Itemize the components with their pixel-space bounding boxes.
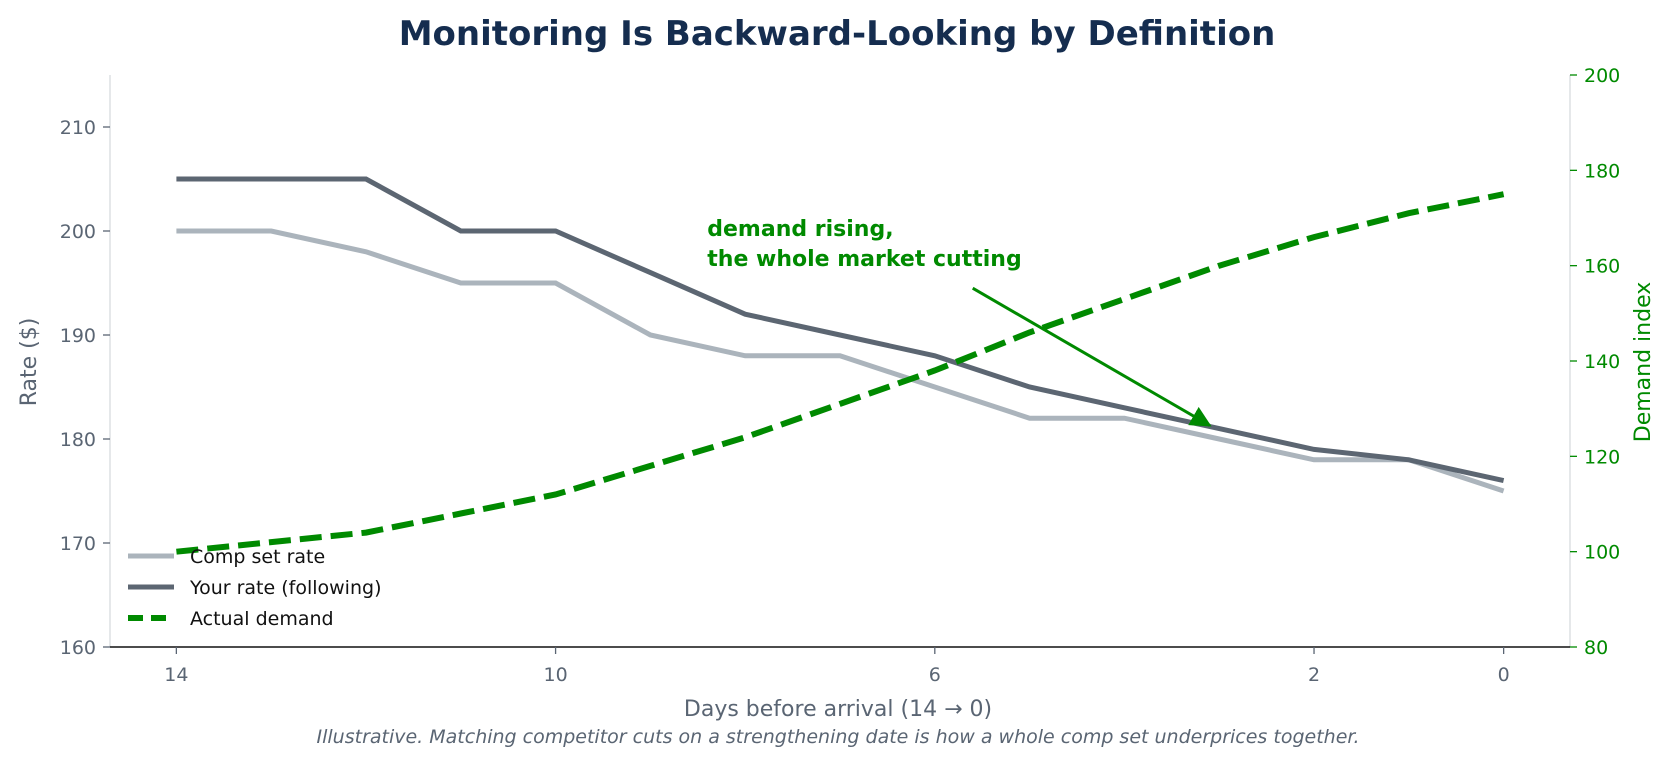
y-tick-label: 200 xyxy=(60,221,96,243)
y2-tick-label: 80 xyxy=(1584,637,1608,659)
annotation-arrow xyxy=(971,286,1212,427)
x-axis-label: Days before arrival (14 → 0) xyxy=(684,697,992,722)
legend-label: Your rate (following) xyxy=(189,577,381,599)
x-tick-label: 14 xyxy=(164,664,188,686)
y2-tick-label: 120 xyxy=(1584,446,1620,468)
y-tick-label: 190 xyxy=(60,325,96,347)
x-tick-label: 2 xyxy=(1308,664,1320,686)
y2-tick-label: 200 xyxy=(1584,65,1620,87)
y-tick-label: 170 xyxy=(60,533,96,555)
legend-label: Comp set rate xyxy=(190,546,325,568)
series-line-1 xyxy=(176,228,1505,494)
annotation-text-line: the whole market cutting xyxy=(707,247,1021,272)
chart-caption: Illustrative. Matching competitor cuts o… xyxy=(317,726,1360,748)
x-tick-label: 0 xyxy=(1498,664,1510,686)
chart-title: Monitoring Is Backward-Looking by Defini… xyxy=(399,14,1276,54)
series-line-3 xyxy=(176,191,1505,555)
annotation-text-line: demand rising, xyxy=(707,217,893,242)
annotation-layer: demand rising, the whole market cutting xyxy=(707,217,1212,427)
legend-label: Actual demand xyxy=(190,608,334,630)
y2-tick-label: 180 xyxy=(1584,160,1620,182)
x-tick-label: 10 xyxy=(543,664,567,686)
y2-tick-label: 140 xyxy=(1584,351,1620,373)
y-tick-label: 180 xyxy=(60,429,96,451)
y-axis-label: Rate ($) xyxy=(17,318,42,407)
y2-tick-label: 160 xyxy=(1584,256,1620,278)
series-layer xyxy=(176,176,1505,555)
x-tick-label: 6 xyxy=(929,664,941,686)
axes-layer: 1601701801902002108010012014016018020014… xyxy=(60,65,1621,686)
y2-axis-label: Demand index xyxy=(1631,282,1656,442)
legend: Comp set rate Your rate (following) Actual… xyxy=(128,546,381,630)
y-tick-label: 160 xyxy=(60,637,96,659)
y-tick-label: 210 xyxy=(60,117,96,139)
series-line-2 xyxy=(176,176,1505,484)
y2-tick-label: 100 xyxy=(1584,542,1620,564)
